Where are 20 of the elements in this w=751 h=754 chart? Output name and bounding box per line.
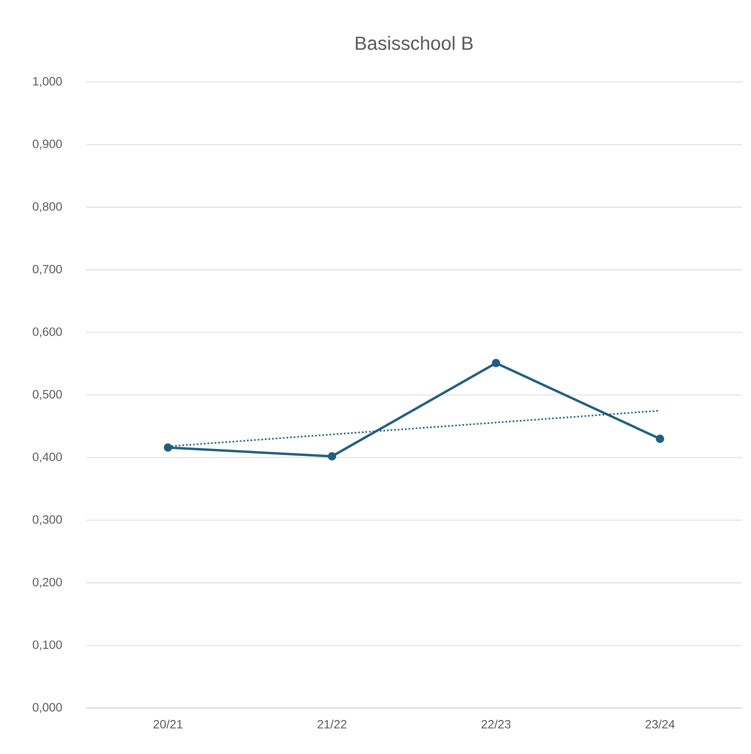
y-tick-label: 0,400 <box>32 452 62 463</box>
y-tick-label: 0,900 <box>32 140 62 150</box>
point <box>328 452 336 461</box>
y-tick-label: 0,100 <box>32 640 62 650</box>
x-tick-label: 21/22 <box>318 720 346 728</box>
y-tick-label: 0,000 <box>32 703 62 713</box>
y-tick-label: 1,000 <box>33 77 62 87</box>
point <box>492 358 500 368</box>
chart-title: Basisschool B <box>356 36 473 50</box>
x-tick-label: 20/21 <box>154 720 182 728</box>
x-tick-label: 22/23 <box>482 720 510 728</box>
point <box>164 443 172 452</box>
y-tick-label: 0,600 <box>32 327 62 338</box>
y-tick-label: 0,500 <box>32 390 62 400</box>
y-tick-label: 0,800 <box>32 202 62 212</box>
point <box>656 434 664 444</box>
x-tick-label: 23/24 <box>646 720 675 728</box>
y-tick-label: 0,200 <box>32 578 62 588</box>
y-tick-label: 0,700 <box>32 264 62 275</box>
y-tick-label: 0,300 <box>32 515 62 526</box>
